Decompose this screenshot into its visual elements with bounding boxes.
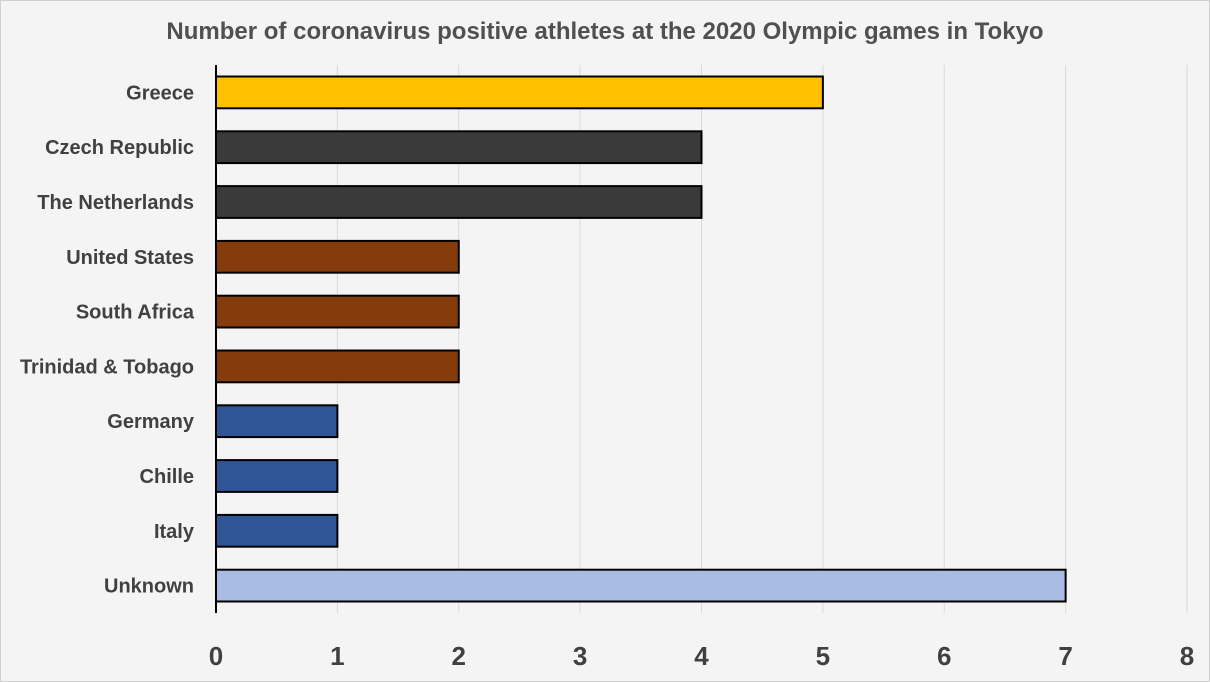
x-tick-label: 0 (209, 641, 223, 671)
bar (215, 459, 339, 493)
bar (215, 185, 703, 219)
bar (215, 75, 824, 110)
bar (215, 404, 339, 439)
bar (215, 349, 460, 384)
x-tick-label: 5 (816, 641, 830, 671)
x-tick-labels: 0 1 2 3 4 5 6 7 8 (209, 641, 1194, 671)
category-label: South Africa (76, 302, 195, 324)
category-label: The Netherlands (37, 192, 194, 214)
bar (215, 294, 460, 329)
category-label: Unknown (104, 576, 194, 598)
bar (215, 130, 703, 165)
category-label: United States (66, 247, 194, 269)
x-tick-label: 4 (694, 641, 709, 671)
category-labels: Greece Czech Republic The Netherlands Unite… (20, 82, 195, 597)
x-tick-label: 7 (1058, 641, 1072, 671)
category-label: Trinidad & Tobago (20, 356, 194, 378)
bar (215, 513, 339, 548)
category-label: Italy (154, 521, 195, 543)
x-tick-label: 6 (937, 641, 951, 671)
x-tick-label: 2 (452, 641, 466, 671)
bar (215, 568, 1067, 603)
x-tick-label: 3 (573, 641, 587, 671)
category-label: Greece (126, 82, 194, 104)
bar (215, 239, 460, 274)
category-label: Germany (107, 411, 195, 433)
chart-title: Number of coronavirus positive athletes … (166, 18, 1043, 45)
x-tick-label: 8 (1180, 641, 1194, 671)
x-tick-label: 1 (330, 641, 344, 671)
bars (215, 75, 1067, 603)
category-label: Chille (140, 466, 194, 488)
category-label: Czech Republic (45, 137, 194, 159)
